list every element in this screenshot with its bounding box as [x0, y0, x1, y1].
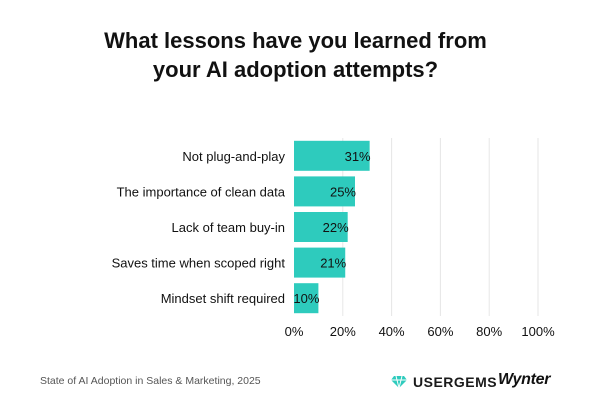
- bar: [294, 283, 319, 314]
- bar: [294, 140, 370, 171]
- gem-icon: [391, 375, 407, 389]
- x-tick-label: 40%: [379, 324, 405, 339]
- chart-title-line-1: What lessons have you learned from: [104, 28, 487, 53]
- usergems-logo-text: USERGEMS: [413, 374, 498, 390]
- category-label: Mindset shift required: [161, 291, 285, 306]
- wynter-logo: Wynter: [498, 371, 551, 388]
- value-label: 31%: [345, 149, 371, 164]
- x-tick-label: 100%: [521, 324, 555, 339]
- chart-title-line-2: your AI adoption attempts?: [152, 57, 439, 82]
- category-label: Lack of team buy-in: [172, 220, 285, 235]
- source-note: State of AI Adoption in Sales & Marketin…: [40, 375, 261, 387]
- bar: [294, 212, 348, 242]
- x-tick-label: 60%: [427, 324, 453, 339]
- bar: [294, 247, 346, 278]
- x-tick-label: 0%: [285, 324, 304, 339]
- x-tick-label: 80%: [476, 324, 502, 339]
- value-label: 25%: [330, 184, 356, 199]
- x-tick-label: 20%: [330, 324, 356, 339]
- category-label: Saves time when scoped right: [112, 256, 286, 271]
- value-label: 22%: [323, 220, 349, 235]
- value-label: 21%: [320, 256, 346, 271]
- bar: [294, 176, 355, 207]
- category-label: Not plug-and-play: [182, 149, 285, 164]
- category-label: The importance of clean data: [117, 184, 286, 199]
- chart-title: What lessons have you learned from your …: [0, 26, 591, 84]
- usergems-logo: USERGEMS: [390, 372, 497, 392]
- value-label: 10%: [293, 291, 319, 306]
